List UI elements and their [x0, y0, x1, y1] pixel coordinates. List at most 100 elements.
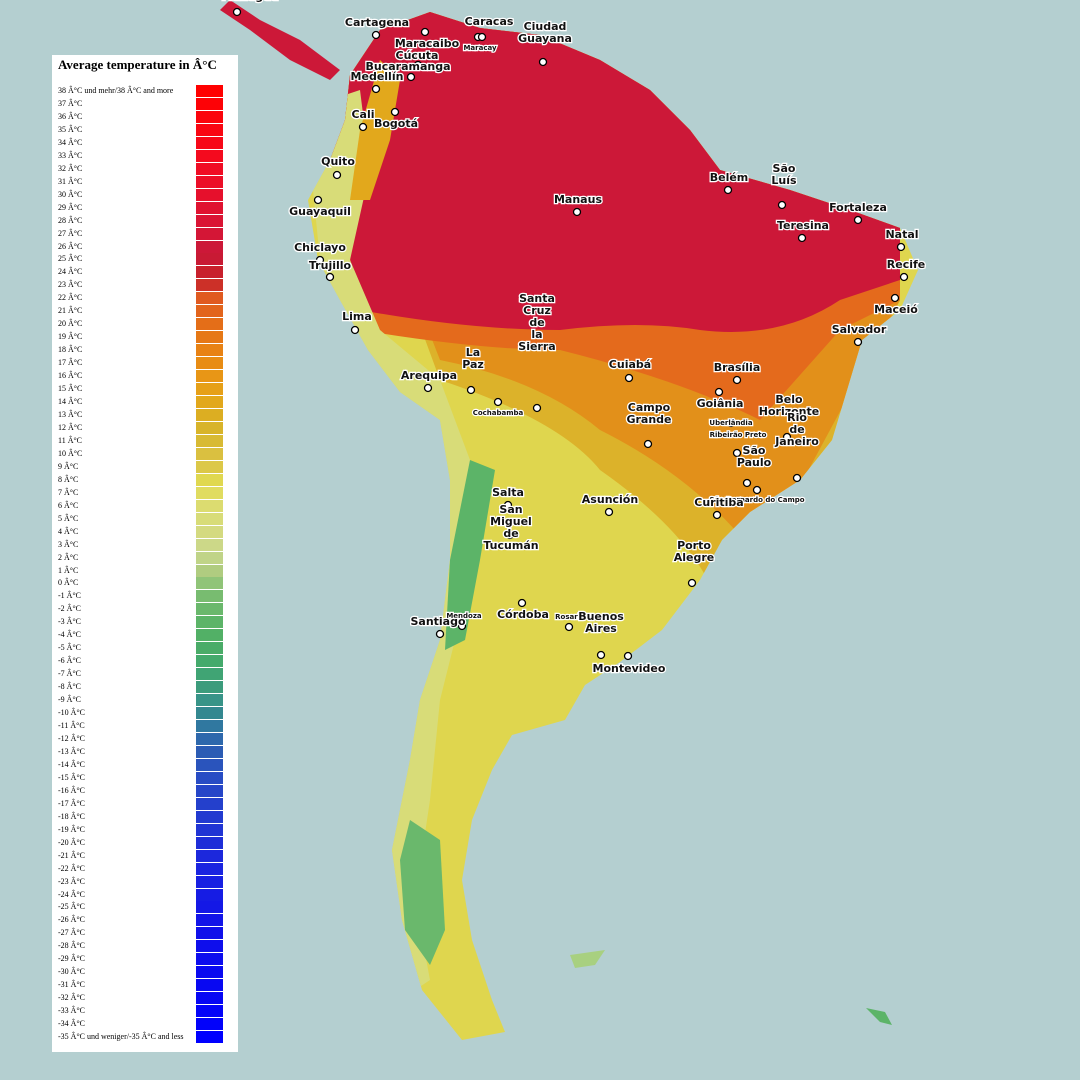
legend-label: -10 Â°C [58, 708, 85, 718]
legend-swatch [196, 745, 223, 758]
city-marker [493, 397, 503, 407]
city-marker [332, 170, 342, 180]
city-label: Salta [492, 486, 524, 499]
legend-label: 24 Â°C [58, 267, 83, 277]
legend-label: -17 Â°C [58, 798, 85, 808]
city-marker [413, 60, 423, 70]
legend-swatch [196, 473, 223, 486]
legend-label: -9 Â°C [58, 695, 81, 705]
city-marker [350, 325, 360, 335]
legend-label: -16 Â°C [58, 785, 85, 795]
legend-swatch [196, 629, 223, 642]
legend-label: -8 Â°C [58, 682, 81, 692]
city-marker [232, 7, 242, 17]
city-label: Asunción [582, 493, 638, 506]
legend-swatch [196, 214, 223, 227]
city-marker [742, 478, 752, 488]
city-label: Maceió [874, 303, 918, 316]
legend-label: -13 Â°C [58, 746, 85, 756]
legend-swatch [196, 875, 223, 888]
city-marker [406, 72, 416, 82]
city-label: Cuiabá [609, 358, 651, 371]
city-marker [853, 337, 863, 347]
legend-swatch [196, 836, 223, 849]
legend-swatch [196, 771, 223, 784]
legend-swatch [196, 383, 223, 396]
legend-swatch [196, 901, 223, 914]
legend-swatch [196, 396, 223, 409]
legend-label: 38 Â°C und mehr/38 Â°C and more [58, 86, 174, 95]
city-marker [532, 403, 542, 413]
legend-label: 32 Â°C [58, 163, 83, 173]
city-label: Santiago [410, 615, 466, 628]
legend-label: 11 Â°C [58, 435, 83, 445]
legend-swatch [196, 642, 223, 655]
legend-label: -6 Â°C [58, 656, 81, 666]
legend-swatch [196, 305, 223, 318]
legend-label: -24 Â°C [58, 889, 85, 899]
legend-swatch [196, 201, 223, 214]
city-marker [899, 272, 909, 282]
legend-title: Average temperature in Â°C [58, 57, 217, 72]
legend-swatch [196, 240, 223, 253]
city-marker [371, 84, 381, 94]
legend-swatch [196, 914, 223, 927]
city-marker [517, 598, 527, 608]
city-label: Curitiba [694, 496, 743, 509]
city-label: Arequipa [401, 369, 457, 382]
legend-swatch [196, 707, 223, 720]
legend-swatch [196, 357, 223, 370]
legend-swatch [196, 447, 223, 460]
legend-label: 19 Â°C [58, 332, 83, 342]
city-label: Cali [351, 108, 374, 121]
city-label: Medellín [351, 70, 404, 83]
city-label: Montevideo [593, 662, 666, 675]
legend-swatch [196, 551, 223, 564]
city-label: Mendoza [446, 612, 482, 620]
legend-label: -19 Â°C [58, 824, 85, 834]
legend-swatch [196, 590, 223, 603]
legend-label: 34 Â°C [58, 137, 83, 147]
city-marker [687, 578, 697, 588]
city-marker [435, 629, 445, 639]
city-marker [792, 473, 802, 483]
legend-label: 16 Â°C [58, 371, 83, 381]
city-marker [723, 185, 733, 195]
city-label: Ribeirão Preto [710, 431, 767, 439]
city-marker [712, 510, 722, 520]
city-marker [420, 27, 430, 37]
legend-swatch [196, 110, 223, 123]
legend-label: -28 Â°C [58, 941, 85, 951]
legend-label: 8 Â°C [58, 474, 79, 484]
legend-label: 10 Â°C [58, 448, 83, 458]
city-label: Brasília [714, 361, 761, 374]
city-label: Goiânia [697, 397, 744, 410]
legend-swatch [196, 564, 223, 577]
city-label: Guayaquil [289, 205, 351, 218]
legend-label: -23 Â°C [58, 876, 85, 886]
legend-swatch [196, 486, 223, 499]
legend-swatch [196, 292, 223, 305]
legend-label: 22 Â°C [58, 293, 83, 303]
legend-swatch [196, 97, 223, 110]
legend-swatch [196, 668, 223, 681]
legend-label: 6 Â°C [58, 500, 79, 510]
legend-label: -29 Â°C [58, 954, 85, 964]
legend-label: 27 Â°C [58, 228, 83, 238]
city-label: São Paulo [737, 444, 772, 469]
city-marker [624, 373, 634, 383]
city-label: Teresina [777, 219, 829, 232]
legend-swatch [196, 862, 223, 875]
central-america [220, 0, 340, 80]
city-marker [505, 530, 515, 540]
legend-swatch [196, 525, 223, 538]
legend-label: 15 Â°C [58, 384, 83, 394]
legend-label: -3 Â°C [58, 617, 81, 627]
legend-swatch [196, 409, 223, 421]
city-marker [423, 383, 433, 393]
legend-swatch [196, 538, 223, 551]
city-marker [371, 30, 381, 40]
city-label: Rio de Janeiro [774, 411, 819, 448]
legend-label: -26 Â°C [58, 915, 85, 925]
